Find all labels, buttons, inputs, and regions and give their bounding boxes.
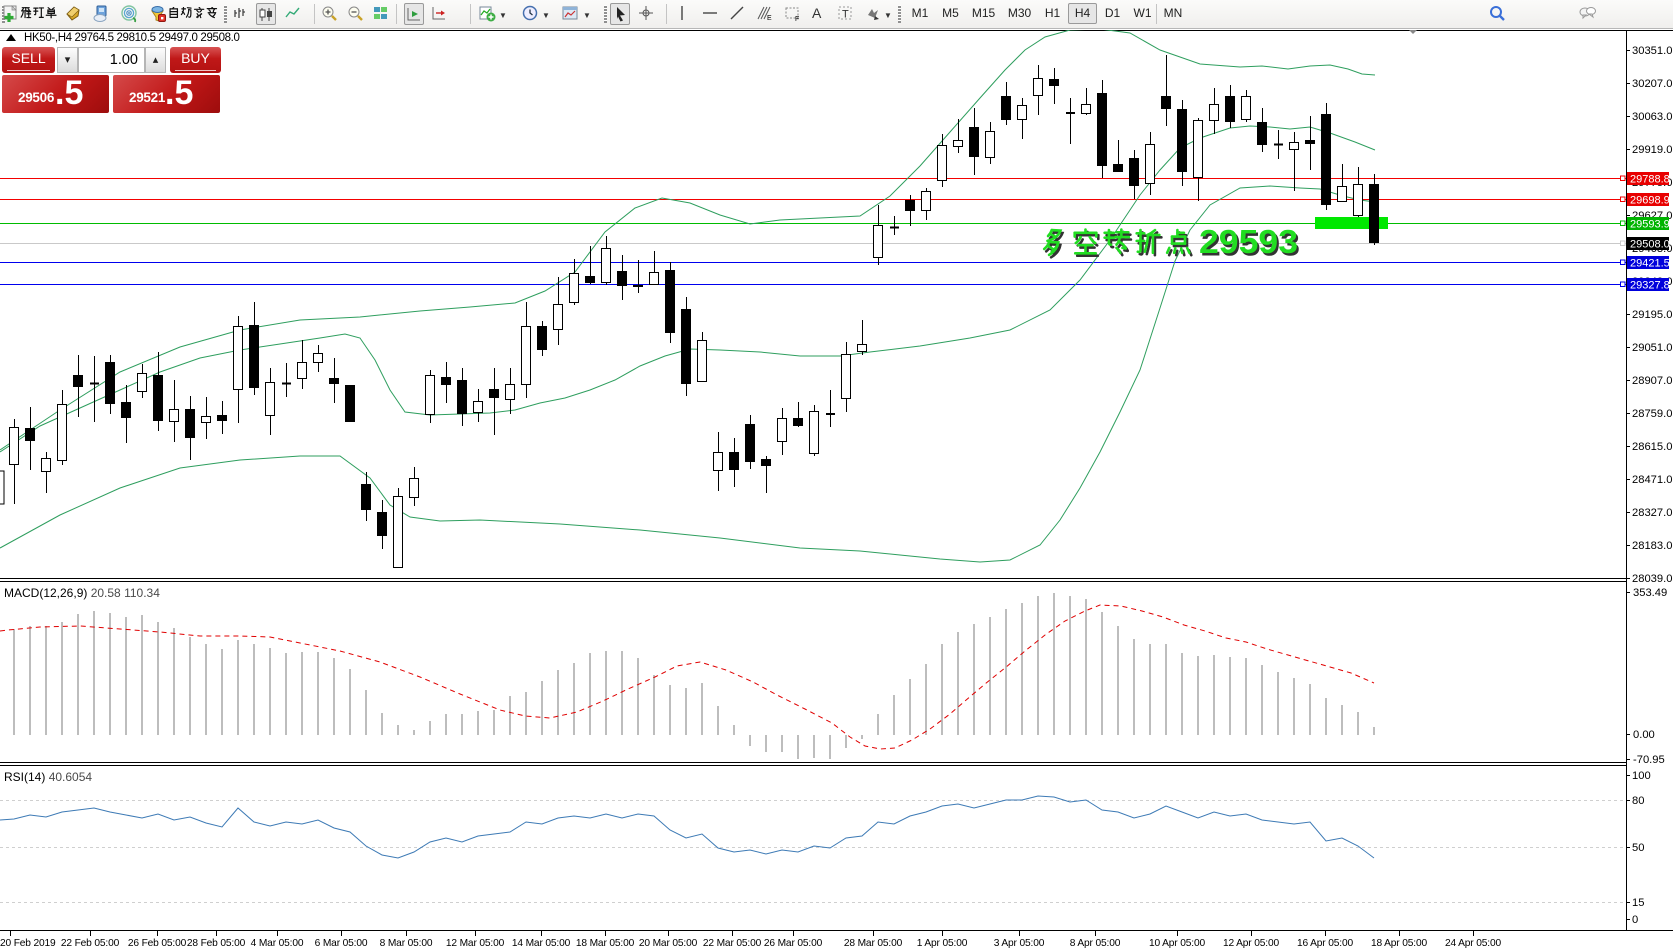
svg-text:30207.0: 30207.0 [1632, 78, 1672, 90]
svg-text:80: 80 [1632, 795, 1644, 807]
svg-text:29051.0: 29051.0 [1632, 342, 1672, 354]
svg-text:18 Mar 05:00: 18 Mar 05:00 [576, 938, 635, 949]
svg-text:3 Apr 05:00: 3 Apr 05:00 [994, 938, 1045, 949]
svg-text:RSI(14) 40.6054: RSI(14) 40.6054 [4, 770, 92, 784]
svg-text:6 Mar 05:00: 6 Mar 05:00 [315, 938, 368, 949]
svg-text:15: 15 [1632, 897, 1644, 909]
svg-text:0.00: 0.00 [1633, 729, 1655, 741]
svg-text:29195.0: 29195.0 [1632, 309, 1672, 321]
svg-text:16 Apr 05:00: 16 Apr 05:00 [1297, 938, 1353, 949]
svg-text:22 Mar 05:00: 22 Mar 05:00 [703, 938, 762, 949]
svg-text:29788.8: 29788.8 [1630, 174, 1670, 186]
svg-text:-70.95: -70.95 [1633, 754, 1665, 766]
svg-text:20 Mar 05:00: 20 Mar 05:00 [639, 938, 698, 949]
svg-text:50: 50 [1632, 842, 1644, 854]
svg-text:26 Mar 05:00: 26 Mar 05:00 [764, 938, 823, 949]
svg-text:12 Apr 05:00: 12 Apr 05:00 [1223, 938, 1279, 949]
svg-text:29919.0: 29919.0 [1632, 144, 1672, 156]
svg-text:29327.8: 29327.8 [1630, 280, 1670, 292]
svg-text:10 Apr 05:00: 10 Apr 05:00 [1149, 938, 1205, 949]
svg-text:28 Mar 05:00: 28 Mar 05:00 [844, 938, 903, 949]
svg-text:29593: 29593 [1199, 224, 1298, 261]
svg-text:28 Feb 05:00: 28 Feb 05:00 [187, 938, 246, 949]
svg-text:29421.5: 29421.5 [1630, 258, 1670, 270]
svg-text:28183.0: 28183.0 [1632, 540, 1672, 552]
svg-text:100: 100 [1632, 770, 1651, 782]
svg-text:29698.9: 29698.9 [1630, 195, 1670, 207]
svg-text:28907.0: 28907.0 [1632, 375, 1672, 387]
svg-text:18 Apr 05:00: 18 Apr 05:00 [1371, 938, 1427, 949]
svg-text:0: 0 [1632, 914, 1638, 926]
svg-text:29593.9: 29593.9 [1630, 219, 1670, 231]
svg-text:28471.0: 28471.0 [1632, 474, 1672, 486]
svg-text:T: T [842, 9, 849, 21]
svg-text:F: F [795, 16, 799, 22]
svg-text:28759.0: 28759.0 [1632, 408, 1672, 420]
svg-text:28327.0: 28327.0 [1632, 507, 1672, 519]
svg-text:24 Apr 05:00: 24 Apr 05:00 [1445, 938, 1501, 949]
svg-text:30063.0: 30063.0 [1632, 111, 1672, 123]
svg-text:28615.0: 28615.0 [1632, 441, 1672, 453]
svg-text:353.49: 353.49 [1633, 587, 1667, 599]
svg-text:29508.0: 29508.0 [1630, 239, 1670, 251]
svg-text:1 Apr 05:00: 1 Apr 05:00 [917, 938, 968, 949]
svg-text:28039.0: 28039.0 [1632, 573, 1672, 585]
svg-text:14 Mar 05:00: 14 Mar 05:00 [512, 938, 571, 949]
svg-text:26 Feb 05:00: 26 Feb 05:00 [128, 938, 187, 949]
svg-text:22 Feb 05:00: 22 Feb 05:00 [61, 938, 120, 949]
svg-text:30351.0: 30351.0 [1632, 45, 1672, 57]
svg-text:12 Mar 05:00: 12 Mar 05:00 [446, 938, 505, 949]
svg-text:MACD(12,26,9) 20.58 110.34: MACD(12,26,9) 20.58 110.34 [4, 586, 160, 600]
svg-text:HK50-,H4 29764.5 29810.5 2949: HK50-,H4 29764.5 29810.5 29497.0 29508.0 [24, 32, 240, 44]
svg-text:8 Apr 05:00: 8 Apr 05:00 [1070, 938, 1121, 949]
svg-text:E: E [767, 15, 772, 22]
svg-text:29593: 29593 [1201, 226, 1300, 263]
svg-text:20 Feb 2019: 20 Feb 2019 [0, 938, 56, 949]
svg-text:4 Mar 05:00: 4 Mar 05:00 [251, 938, 304, 949]
svg-text:8 Mar 05:00: 8 Mar 05:00 [380, 938, 433, 949]
